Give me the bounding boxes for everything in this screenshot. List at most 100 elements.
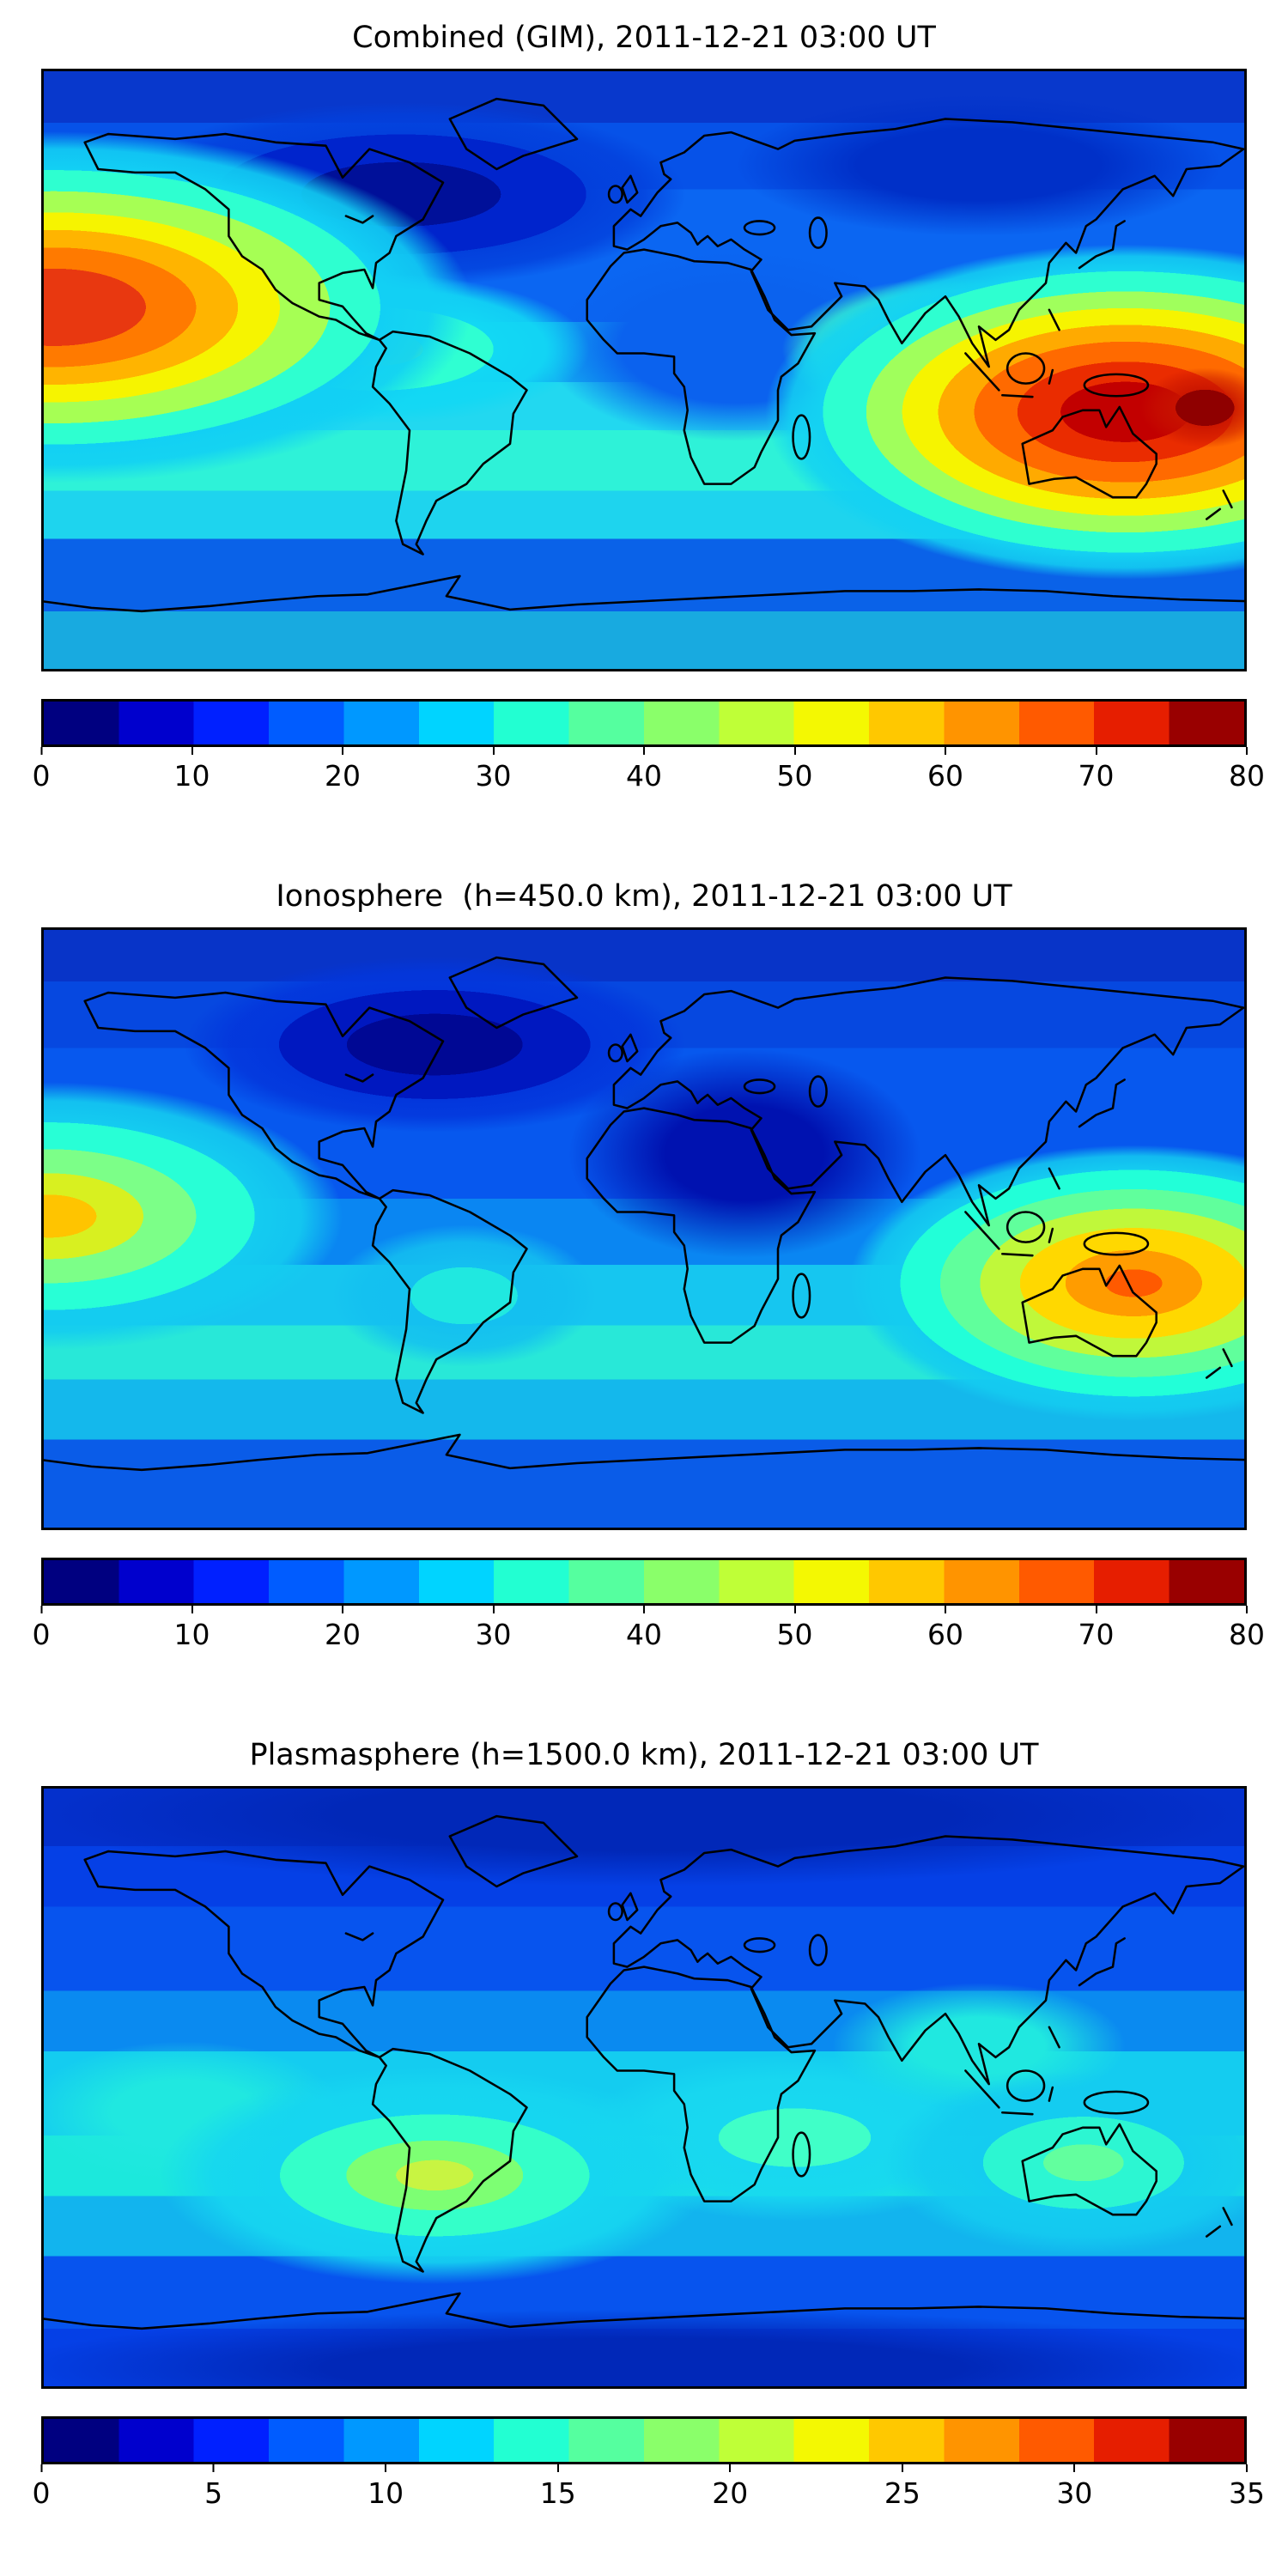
coastline-java (1001, 393, 1034, 398)
coastline-black-sea (743, 1078, 776, 1095)
colorbar-tick-label: 10 (174, 1606, 210, 1651)
colorbar-tick-labels: 0 5 10 15 20 25 30 35 (33, 2464, 1266, 2510)
coastline-madagascar (792, 1273, 811, 1319)
colorbar-strip (41, 2416, 1247, 2464)
coastline-uk (621, 1892, 639, 1922)
coastline-madagascar (792, 414, 811, 460)
coastline-philippines (1048, 1167, 1060, 1190)
colorbar-tick-labels: 0 10 20 30 40 50 60 70 80 (33, 1606, 1266, 1651)
coastline-borneo (1005, 2069, 1046, 2102)
panel-title-plasmasphere: Plasmasphere (h=1500.0 km), 2011-12-21 0… (249, 1738, 1039, 1772)
coastlines-layer (41, 956, 1247, 1472)
coastline-sulawesi (1048, 1227, 1054, 1243)
coastline-new-guinea (1083, 1231, 1150, 1256)
map-frame (41, 1786, 1247, 2389)
contour-fill-layer (41, 927, 1247, 1530)
coastlines-layer (41, 1814, 1247, 2330)
colorbar-tick-label: 40 (626, 747, 662, 793)
coastline-new-guinea (1083, 373, 1150, 398)
coastline-africa (586, 248, 817, 485)
contour-fill-layer (41, 69, 1247, 671)
coastline-americas (83, 1850, 528, 2273)
colorbar-tick-label: 30 (476, 747, 512, 793)
colorbar-tick-label: 30 (476, 1606, 512, 1651)
colorbar-tick-label: 10 (368, 2464, 404, 2510)
colorbar-tick-label: 20 (325, 747, 361, 793)
map-wrap-plasmasphere (41, 1786, 1247, 2389)
colorbar-strip (41, 699, 1247, 747)
colorbar-tick-label: 25 (884, 2464, 920, 2510)
coastline-new-zealand (1205, 2207, 1233, 2238)
coastline-antarctica (41, 1433, 1247, 1472)
coastline-africa (586, 1965, 817, 2202)
colorbar-tick-label: 80 (1229, 747, 1265, 793)
colorbar-tick-label: 35 (1229, 2464, 1265, 2510)
coastline-great-lakes (344, 1932, 374, 1941)
coastline-greenland (448, 97, 579, 171)
panel-title-combined: Combined (GIM), 2011-12-21 03:00 UT (352, 21, 936, 55)
colorbar-tick-label: 60 (927, 747, 963, 793)
panel-combined: Combined (GIM), 2011-12-21 03:00 UT (0, 21, 1288, 793)
colorbar-tick-label: 20 (712, 2464, 748, 2510)
panel-title-ionosphere: Ionosphere (h=450.0 km), 2011-12-21 03:0… (276, 879, 1012, 914)
map-combined (41, 69, 1247, 671)
coastline-sumatra (964, 2069, 1000, 2109)
coastline-philippines (1048, 2026, 1060, 2049)
colorbar-tick-label: 10 (174, 747, 210, 793)
coastline-ireland (607, 1902, 623, 1922)
coastline-americas (83, 132, 528, 556)
panel-plasmasphere: Plasmasphere (h=1500.0 km), 2011-12-21 0… (0, 1738, 1288, 2510)
coastline-java (1001, 2111, 1034, 2116)
map-frame (41, 69, 1247, 671)
contour-fill-layer (41, 1786, 1247, 2389)
map-ionosphere (41, 927, 1247, 1530)
coastline-sumatra (964, 352, 1000, 392)
coastline-great-lakes (344, 1073, 374, 1083)
coastline-caspian (808, 216, 828, 249)
coastlines-layer (41, 97, 1247, 613)
coastline-antarctica (41, 574, 1247, 613)
coastline-eurasia (612, 976, 1245, 1227)
colorbar-tick-label: 15 (540, 2464, 576, 2510)
figure: Combined (GIM), 2011-12-21 03:00 UT (0, 0, 1288, 2507)
coastline-americas (83, 991, 528, 1414)
coastline-sumatra (964, 1211, 1000, 1250)
coastline-new-zealand (1205, 1348, 1233, 1379)
colorbar-tick-label: 70 (1078, 1606, 1115, 1651)
coastline-great-lakes (344, 215, 374, 224)
coastline-borneo (1005, 352, 1046, 385)
panel-ionosphere: Ionosphere (h=450.0 km), 2011-12-21 03:0… (0, 879, 1288, 1651)
coastline-philippines (1048, 308, 1060, 331)
coastline-caspian (808, 1075, 828, 1108)
colorbar-tick-labels: 0 10 20 30 40 50 60 70 80 (33, 747, 1266, 793)
coastline-australia (1021, 405, 1157, 499)
colorbar-tick-label: 0 (33, 1606, 51, 1651)
coastline-greenland (448, 956, 579, 1030)
coastline-uk (621, 174, 639, 204)
coastline-ireland (607, 1043, 623, 1063)
colorbar-tick-label: 5 (204, 2464, 222, 2510)
coastline-eurasia (612, 118, 1245, 368)
colorbar-strip (41, 1558, 1247, 1606)
coastline-australia (1021, 1264, 1157, 1358)
coastline-new-zealand (1205, 489, 1233, 520)
map-plasmasphere (41, 1786, 1247, 2389)
coastline-sulawesi (1048, 368, 1054, 385)
map-frame (41, 927, 1247, 1530)
coastline-japan (1078, 220, 1126, 270)
colorbar-tick-label: 50 (777, 747, 813, 793)
colorbar-tick-label: 60 (927, 1606, 963, 1651)
coastline-japan (1078, 1937, 1126, 1987)
coastline-ireland (607, 185, 623, 204)
colorbar-tick-label: 0 (33, 747, 51, 793)
colorbar-tick-label: 80 (1229, 1606, 1265, 1651)
coastline-new-guinea (1083, 2090, 1150, 2115)
colorbar-ionosphere: 0 10 20 30 40 50 60 70 80 (33, 1558, 1266, 1651)
coastline-africa (586, 1107, 817, 1344)
coastline-eurasia (612, 1835, 1245, 2086)
coastline-japan (1078, 1078, 1126, 1128)
coastline-black-sea (743, 220, 776, 236)
coastline-antarctica (41, 2292, 1247, 2330)
colorbar-tick-label: 70 (1078, 747, 1115, 793)
map-wrap-combined (41, 69, 1247, 671)
